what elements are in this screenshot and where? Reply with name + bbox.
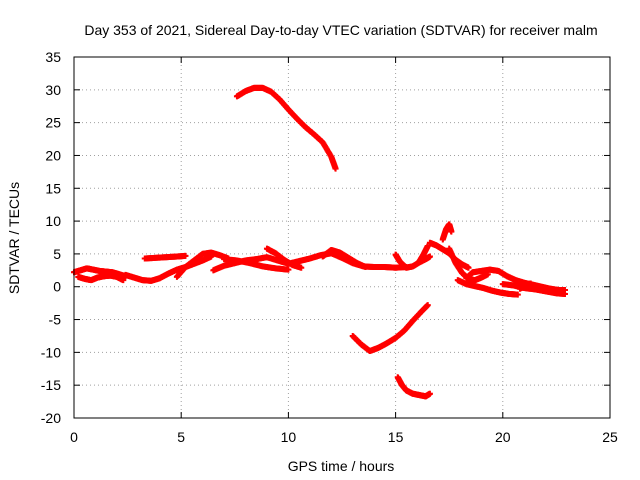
x-tick-label: 20 [495, 429, 511, 445]
data-point [426, 390, 433, 397]
series-arc-2 [75, 272, 127, 284]
data-point [426, 253, 433, 260]
x-tick-label: 15 [388, 429, 404, 445]
data-point [424, 302, 431, 309]
x-axis-label: GPS time / hours [288, 458, 395, 474]
series-arc-16 [439, 221, 455, 243]
x-tick-labels: 0 5 10 15 20 25 [70, 429, 618, 445]
y-tick-label: -15 [41, 377, 61, 393]
series-arc-8 [263, 245, 305, 271]
y-tick-label: -5 [49, 312, 62, 328]
x-tick-label: 25 [602, 429, 618, 445]
y-axis-label: SDTVAR / TECUs [6, 182, 22, 294]
series-arc-10 [392, 251, 433, 271]
series-arc-21 [516, 280, 534, 292]
data-point [514, 291, 521, 298]
data-point [465, 264, 472, 271]
y-tick-label: 10 [45, 213, 61, 229]
y-tick-label: 5 [53, 246, 61, 262]
x-tick-label: 5 [177, 429, 185, 445]
series-arc-12 [233, 84, 339, 172]
y-tick-label: 20 [45, 147, 61, 163]
data-point [561, 290, 568, 297]
data-point [362, 264, 369, 271]
series-arc-7 [221, 256, 292, 273]
plot-frame [73, 56, 611, 419]
y-tick-label: -20 [41, 410, 61, 426]
chart-title: Day 353 of 2021, Sidereal Day-to-day VTE… [84, 22, 597, 38]
data-point [298, 264, 305, 271]
data-point [120, 277, 127, 284]
series-arc-11 [416, 243, 431, 265]
data-point [448, 228, 455, 235]
y-tick-label: 25 [45, 115, 61, 131]
y-tick-labels: -20 -15 -10 -5 0 5 10 15 20 25 30 35 [41, 49, 61, 426]
data-point [285, 266, 292, 273]
series-arc-14 [394, 374, 433, 400]
data-point [527, 280, 534, 287]
data-points [71, 84, 568, 400]
y-tick-label: 0 [53, 279, 61, 295]
y-tick-label: 15 [45, 180, 61, 196]
y-tick-label: 35 [45, 49, 61, 65]
series-arc-18 [463, 266, 568, 294]
data-point [332, 165, 339, 172]
series-arc-13 [349, 302, 431, 355]
series-arc-19 [454, 277, 521, 298]
y-tick-label: 30 [45, 82, 61, 98]
x-tick-label: 10 [281, 429, 297, 445]
data-point [424, 243, 431, 250]
data-point [182, 252, 189, 259]
series-arc-1 [71, 265, 129, 280]
x-tick-label: 0 [70, 429, 78, 445]
series-arc-9 [319, 246, 369, 271]
y-tick-label: -10 [41, 344, 61, 360]
series-arc-5 [173, 249, 232, 280]
series-arc-4 [141, 252, 189, 262]
